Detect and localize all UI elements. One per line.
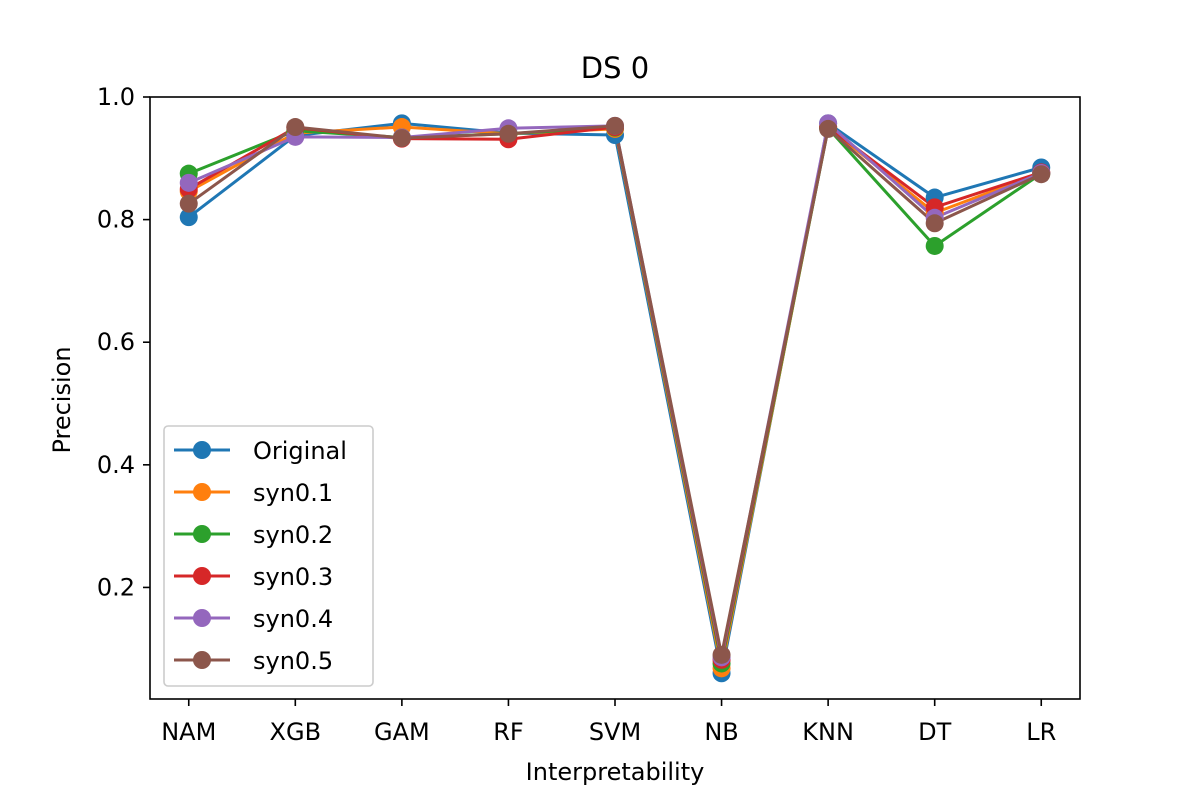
data-point-original <box>179 208 198 227</box>
x-axis-label: Interpretability <box>526 758 705 786</box>
legend-entry: syn0.4 <box>174 605 333 633</box>
legend-label: syn0.2 <box>253 521 333 549</box>
legend-label: syn0.4 <box>253 605 333 633</box>
x-tick-label: NB <box>704 718 738 746</box>
data-point-syn0-5 <box>1032 165 1051 184</box>
legend-swatch-marker <box>193 609 211 627</box>
chart-title: DS 0 <box>581 51 649 85</box>
data-point-syn0-2 <box>925 236 944 255</box>
plot-area-frame <box>149 96 1081 700</box>
y-tick-label: 0.2 <box>97 573 135 601</box>
series-markers-layer <box>179 114 1051 683</box>
legend-swatch-marker <box>193 567 211 585</box>
y-tick-label: 1.0 <box>97 83 135 111</box>
plot-frame-layer <box>149 96 1081 700</box>
y-tick-label: 0.4 <box>97 451 135 479</box>
y-tick-label: 0.8 <box>97 206 135 234</box>
legend-entry: syn0.2 <box>174 521 333 549</box>
data-point-syn0-5 <box>925 214 944 233</box>
data-point-syn0-5 <box>819 119 838 138</box>
x-tick-label: RF <box>493 718 523 746</box>
legend-label: Original <box>253 437 347 465</box>
legend-entry: Original <box>174 437 347 465</box>
x-tick-label: NAM <box>161 718 216 746</box>
y-axis-label: Precision <box>48 346 76 453</box>
data-point-syn0-4 <box>179 173 198 192</box>
legend-entry: syn0.1 <box>174 479 333 507</box>
axes-layer: NAM XGB GAM RF SVM NB KNN DT LR 0.2 0.4 0.6 0.8 1.0 <box>97 83 1056 746</box>
x-tick-label: DT <box>918 718 951 746</box>
x-tick-label: SVM <box>589 718 641 746</box>
x-tick-label: GAM <box>374 718 430 746</box>
legend-swatch-marker <box>193 441 211 459</box>
data-point-syn0-5 <box>179 194 198 213</box>
x-tick-label: XGB <box>270 718 322 746</box>
legend-entry: syn0.5 <box>174 647 333 675</box>
x-tick-label: LR <box>1026 718 1056 746</box>
y-tick-label: 0.6 <box>97 328 135 356</box>
legend-label: syn0.1 <box>253 479 333 507</box>
data-point-syn0-5 <box>712 645 731 664</box>
legend-label: syn0.3 <box>253 563 333 591</box>
data-point-syn0-5 <box>286 118 305 137</box>
legend-label: syn0.5 <box>253 647 333 675</box>
data-point-syn0-5 <box>392 129 411 148</box>
data-point-syn0-5 <box>499 124 518 143</box>
legend: Original syn0.1 syn0.2 syn0.3 syn0.4 syn0.5 <box>163 425 374 687</box>
x-tick-label: KNN <box>802 718 854 746</box>
legend-swatch-marker <box>193 651 211 669</box>
data-point-syn0-5 <box>606 116 624 135</box>
legend-swatch-marker <box>193 525 211 543</box>
legend-entry: syn0.3 <box>174 563 333 591</box>
legend-swatch-marker <box>193 483 211 501</box>
